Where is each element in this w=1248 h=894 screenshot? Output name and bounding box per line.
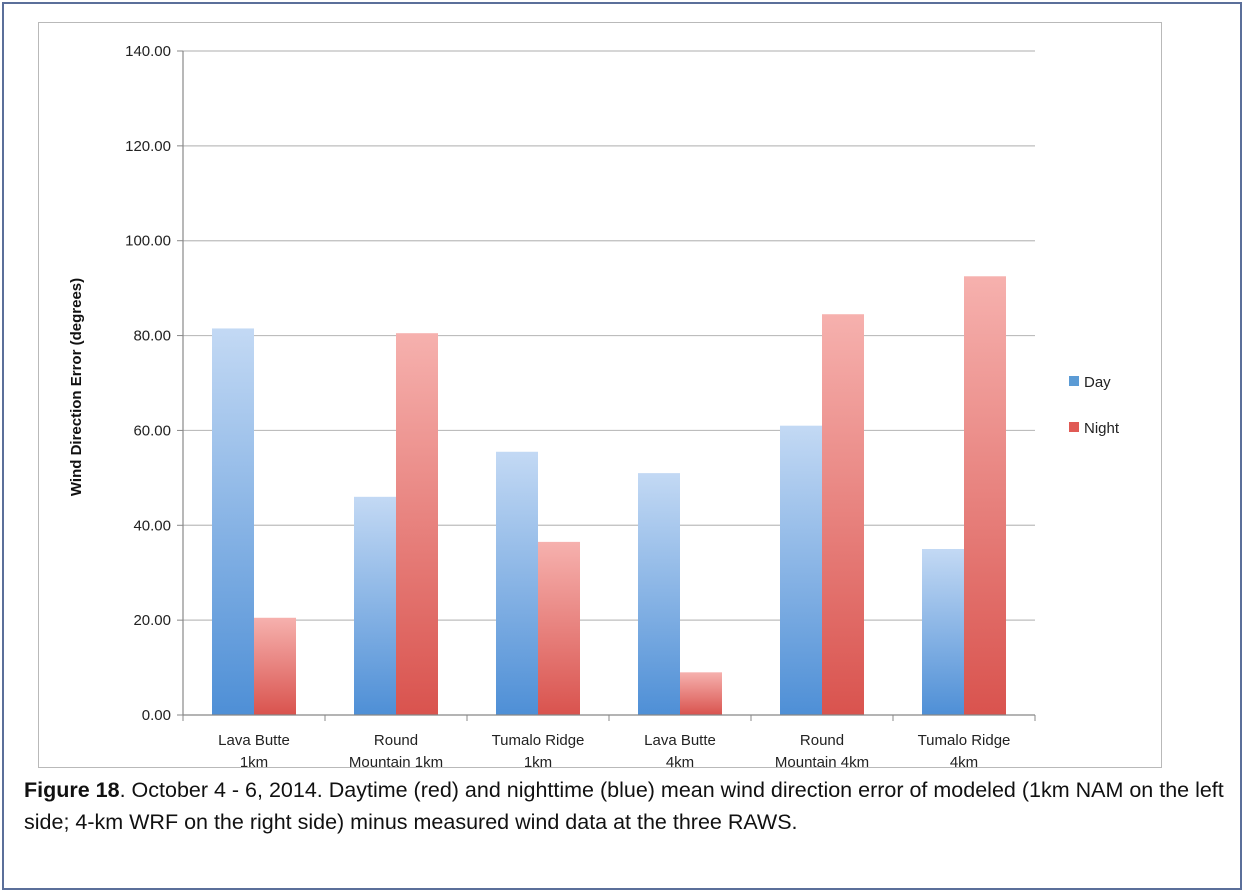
bar-day-5 [922, 549, 964, 715]
y-axis-label: Wind Direction Error (degrees) [68, 278, 85, 496]
bar-day-4 [780, 425, 822, 715]
legend-swatch-day [1069, 376, 1079, 386]
y-tick-label: 0.00 [142, 707, 171, 724]
x-tick-label: 4km [950, 754, 978, 769]
bar-night-0 [254, 617, 296, 715]
legend-label-night: Night [1084, 420, 1120, 437]
x-tick-label: 1km [524, 754, 552, 769]
x-tick-label: Tumalo Ridge [492, 732, 585, 749]
tick-labels: 0.00 20.00 40.00 60.00 80.00 100.00 120.00 140.… [125, 43, 1010, 769]
y-tick-label: 120.00 [125, 138, 171, 155]
y-tick-label: 140.00 [125, 43, 171, 60]
figure-caption: Figure 18. October 4 - 6, 2014. Daytime … [24, 774, 1234, 838]
x-tick-label: Lava Butte [218, 732, 290, 749]
bar-night-2 [538, 541, 580, 715]
bar-day-3 [638, 473, 680, 715]
y-tick-label: 100.00 [125, 233, 171, 250]
legend: Day Night [1069, 374, 1120, 437]
bar-night-3 [680, 672, 722, 715]
x-tick-label: 4km [666, 754, 694, 769]
bar-day-2 [496, 451, 538, 715]
bar-day-1 [354, 496, 396, 715]
chart-area: 0.00 20.00 40.00 60.00 80.00 100.00 120.00 140.… [38, 22, 1162, 769]
y-tick-label: 80.00 [133, 328, 171, 345]
y-tick-label: 20.00 [133, 612, 171, 629]
figure-label: Figure 18 [24, 778, 120, 802]
bar-night-4 [822, 314, 864, 715]
legend-label-day: Day [1084, 374, 1111, 391]
x-tick-label: Mountain 1km [349, 754, 443, 769]
x-tick-label: Mountain 4km [775, 754, 869, 769]
legend-swatch-night [1069, 422, 1079, 432]
x-tick-label: Lava Butte [644, 732, 716, 749]
bar-night-5 [964, 276, 1006, 715]
bar-night-1 [396, 333, 438, 715]
x-tick-label: Tumalo Ridge [918, 732, 1011, 749]
axes [182, 51, 1036, 721]
figure-caption-text: . October 4 - 6, 2014. Daytime (red) and… [24, 778, 1224, 834]
bar-day-0 [212, 328, 254, 715]
bars [212, 276, 1006, 715]
gridlines [177, 50, 1035, 716]
bar-chart: 0.00 20.00 40.00 60.00 80.00 100.00 120.00 140.… [68, 43, 1120, 769]
x-tick-label: Round [374, 732, 418, 749]
x-tick-label: 1km [240, 754, 268, 769]
y-tick-label: 40.00 [133, 517, 171, 534]
y-tick-label: 60.00 [133, 422, 171, 439]
x-tick-label: Round [800, 732, 844, 749]
